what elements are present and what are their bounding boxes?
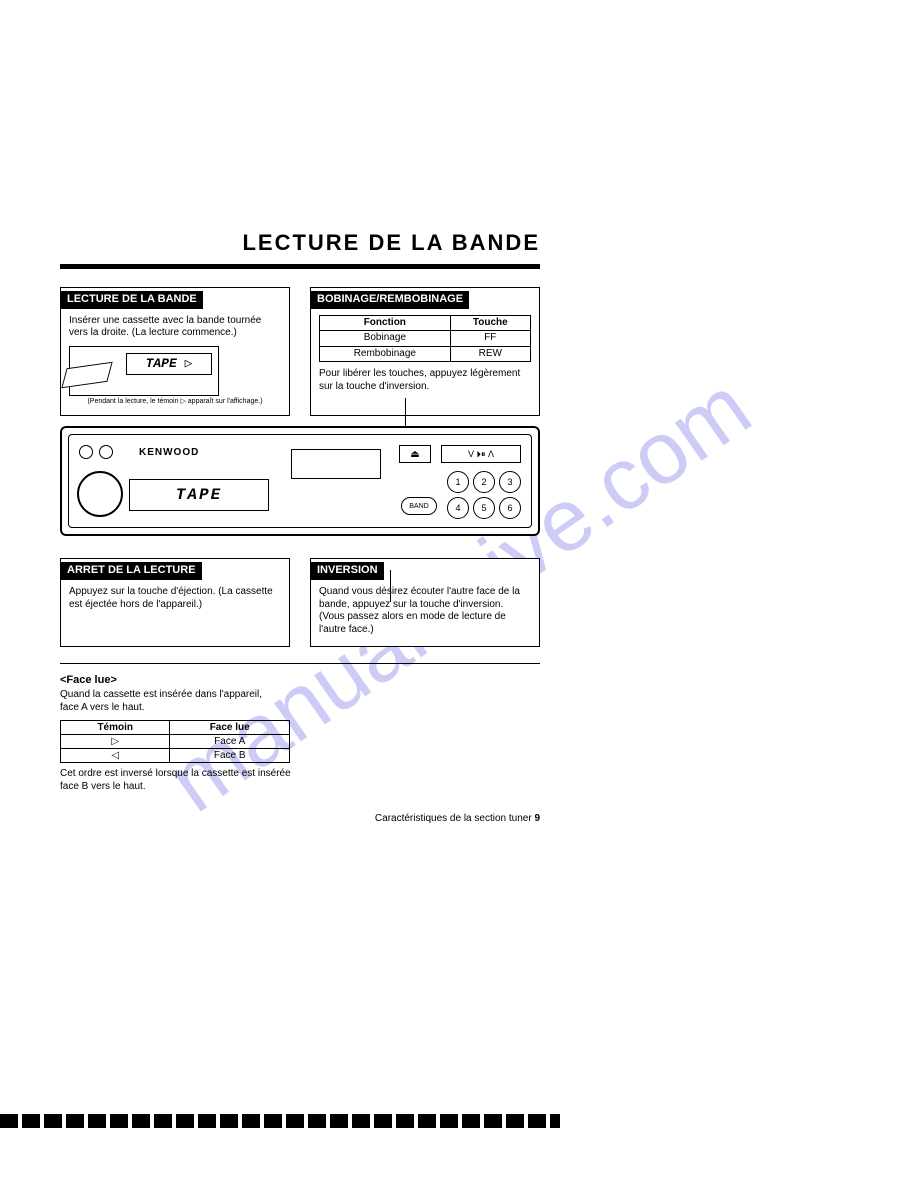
arret-box-text: Appuyez sur la touche d'éjection. (La ca… [69, 586, 281, 611]
footer-text: Caractéristiques de la section tuner [375, 813, 532, 824]
preset-button-icon: 1 [447, 471, 469, 493]
face-cell: Face B [170, 749, 290, 763]
car-stereo-diagram: KENWOOD TAPE ⏏ V ⏵⏸ Λ BAND 1 2 3 4 5 6 [60, 426, 540, 536]
bottom-box-row: ARRET DE LA LECTURE Appuyez sur la touch… [60, 558, 540, 647]
lecture-box-text: Insérer une cassette avec la bande tourn… [69, 315, 281, 340]
inversion-box-title: INVERSION [311, 562, 384, 580]
band-button-icon: BAND [401, 497, 437, 515]
device-brand: KENWOOD [139, 447, 199, 458]
bobinage-cell: Bobinage [320, 331, 451, 347]
cassette-illustration: TAPE ▷ [69, 346, 219, 396]
face-cell: ▷ [61, 735, 170, 749]
face-th: Témoin [61, 721, 170, 735]
face-cell: Face A [170, 735, 290, 749]
preset-button-icon: 5 [473, 497, 495, 519]
face-table: Témoin Face lue ▷ Face A ◁ Face B [60, 720, 290, 763]
cassette-slot-icon [291, 449, 381, 479]
scan-artifact [0, 1114, 560, 1128]
volume-knob-icon [77, 471, 123, 517]
connector-line [310, 570, 311, 602]
arret-box-title: ARRET DE LA LECTURE [61, 562, 202, 580]
tape-display-label: TAPE [146, 356, 177, 372]
tape-display-icon: TAPE ▷ [126, 353, 212, 375]
page-footer: Caractéristiques de la section tuner 9 [60, 813, 540, 824]
lecture-subcaption: (Pendant la lecture, le témoin ▷ apparaî… [69, 398, 281, 406]
bobinage-th-fonction: Fonction [320, 315, 451, 331]
lecture-box: LECTURE DE LA BANDE Insérer une cassette… [60, 287, 290, 416]
bobinage-cell: FF [450, 331, 530, 347]
face-intro: Quand la cassette est insérée dans l'app… [60, 688, 280, 714]
preset-button-icon: 6 [499, 497, 521, 519]
device-display: TAPE [129, 479, 269, 511]
title-rule [60, 264, 540, 269]
seek-buttons-icon: V ⏵⏸ Λ [441, 445, 521, 463]
bobinage-table: Fonction Touche Bobinage FF Rembobinage … [319, 315, 531, 363]
preset-button-icon: 4 [447, 497, 469, 519]
bobinage-th-touche: Touche [450, 315, 530, 331]
play-indicator-icon: ▷ [185, 356, 193, 372]
bobinage-cell: Rembobinage [320, 346, 451, 362]
bobinage-box: BOBINAGE/REMBOBINAGE Fonction Touche Bob… [310, 287, 540, 416]
eject-icon: ⏏ [399, 445, 431, 463]
device-display-text: TAPE [176, 486, 222, 504]
face-th: Face lue [170, 721, 290, 735]
inversion-box: INVERSION Quand vous désirez écouter l'a… [310, 558, 540, 647]
face-cell: ◁ [61, 749, 170, 763]
face-outro: Cet ordre est inversé lorsque la cassett… [60, 767, 300, 793]
preset-buttons: 1 2 3 4 5 6 [447, 471, 521, 519]
arret-box: ARRET DE LA LECTURE Appuyez sur la touch… [60, 558, 290, 647]
connector-line [390, 570, 391, 602]
footer-page-number: 9 [534, 813, 540, 824]
lecture-box-title: LECTURE DE LA BANDE [61, 291, 203, 309]
bobinage-cell: REW [450, 346, 530, 362]
bobinage-box-text: Pour libérer les touches, appuyez légère… [319, 368, 531, 393]
preset-button-icon: 2 [473, 471, 495, 493]
top-box-row: LECTURE DE LA BANDE Insérer une cassette… [60, 287, 540, 416]
knob-icon [79, 445, 93, 459]
page-title: LECTURE DE LA BANDE [60, 230, 540, 256]
bobinage-box-title: BOBINAGE/REMBOBINAGE [311, 291, 469, 309]
inversion-box-text: Quand vous désirez écouter l'autre face … [319, 586, 531, 636]
preset-button-icon: 3 [499, 471, 521, 493]
section-rule [60, 663, 540, 664]
page-content: LECTURE DE LA BANDE LECTURE DE LA BANDE … [60, 230, 540, 824]
cassette-slot-icon [61, 362, 112, 388]
knob-icon [99, 445, 113, 459]
face-heading: <Face lue> [60, 674, 540, 686]
